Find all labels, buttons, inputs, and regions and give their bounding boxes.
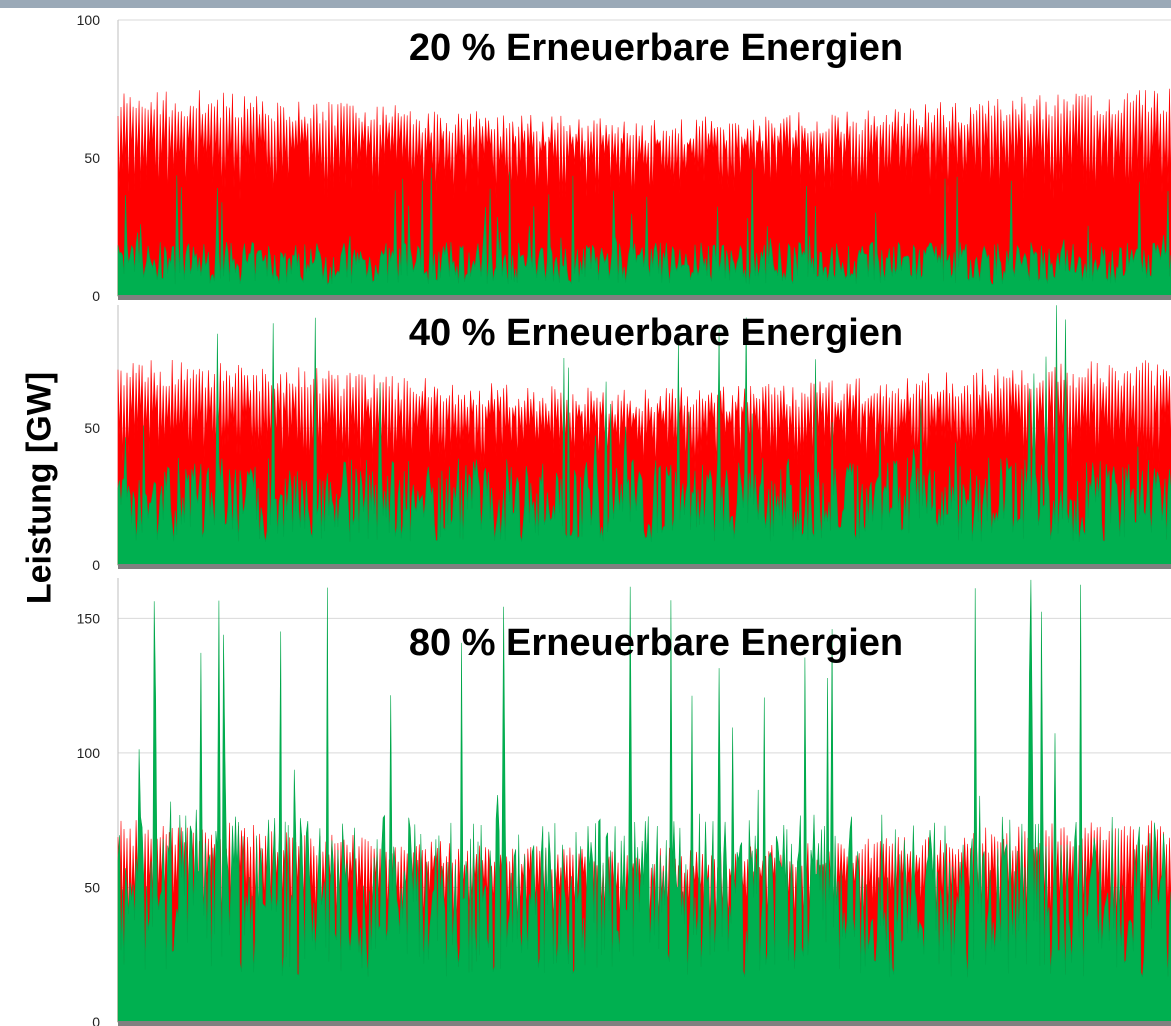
x-axis-baseline bbox=[118, 564, 1171, 569]
panel-title: 80 % Erneuerbare Energien bbox=[409, 622, 903, 664]
panel-title: 20 % Erneuerbare Energien bbox=[409, 27, 903, 69]
y-tick-label: 0 bbox=[92, 1014, 100, 1026]
y-tick-label: 50 bbox=[84, 150, 100, 166]
y-tick-label: 0 bbox=[92, 288, 100, 304]
y-tick-label: 50 bbox=[84, 420, 100, 436]
series-renewable-area bbox=[117, 305, 1171, 566]
top-bar bbox=[0, 0, 1171, 8]
panel-title: 40 % Erneuerbare Energien bbox=[409, 312, 903, 354]
y-tick-label: 100 bbox=[77, 745, 101, 761]
y-tick-label: 100 bbox=[77, 12, 101, 28]
y-tick-label: 0 bbox=[92, 557, 100, 573]
series-renewable-area bbox=[117, 579, 1171, 1023]
y-tick-label: 50 bbox=[84, 879, 100, 895]
series-load-area bbox=[117, 88, 1171, 297]
series-renewable-area bbox=[117, 167, 1171, 297]
x-axis-baseline bbox=[118, 1021, 1171, 1026]
y-tick-label: 150 bbox=[77, 610, 101, 626]
x-axis-baseline bbox=[118, 295, 1171, 300]
